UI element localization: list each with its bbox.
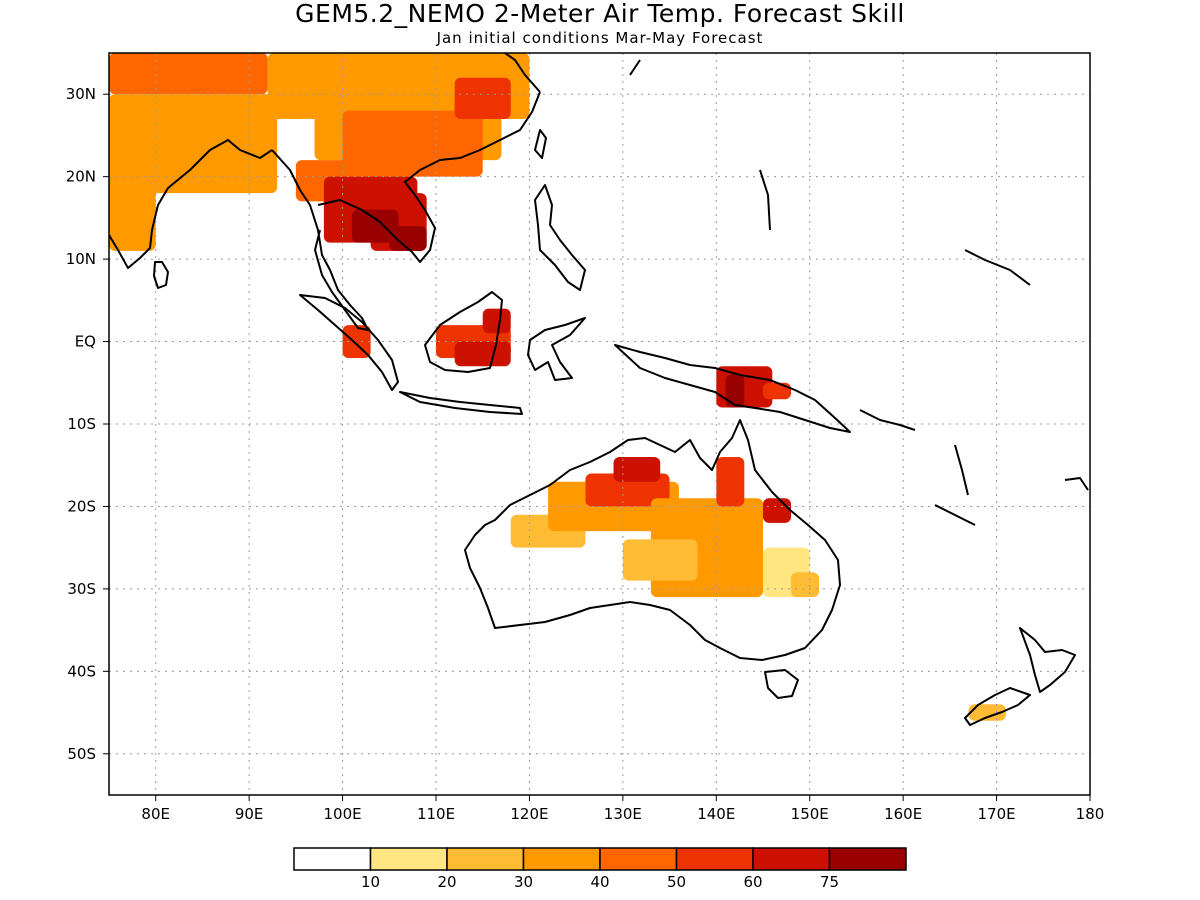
lat-tick-label: EQ [75,333,96,351]
coastline-borneo [424,291,503,373]
skill-region-6 [454,77,511,119]
skill-region-15 [482,308,511,334]
coastlines [109,53,1089,726]
skill-region-24 [716,456,745,507]
skill-region-17 [725,374,745,408]
lon-tick-label: 130E [604,805,642,823]
lon-tick-label: 150E [791,805,829,823]
skill-region-2 [109,168,156,251]
lon-tick-label: 100E [324,805,362,823]
lon-tick-label: 110E [417,805,455,823]
coastline-nz-north [1019,627,1076,693]
colorbar-swatch [675,847,754,871]
lon-tick-label: 90E [235,805,264,823]
colorbar-label: 60 [743,873,762,891]
colorbar-label: 50 [667,873,686,891]
skill-shading [109,53,1006,721]
skill-region-18 [763,382,792,400]
map-title: GEM5.2_NEMO 2-Meter Air Temp. Forecast S… [295,0,905,28]
coastline-nz-south [964,687,1031,726]
lon-tick-label: 160E [884,805,922,823]
coastline-new-guinea [614,344,851,433]
coastline-tasmania [764,669,799,699]
skill-region-25 [763,498,792,523]
colorbar-swatch [599,847,678,871]
coastline-india [109,139,273,269]
lat-tick-label: 20N [66,168,96,186]
lon-tick-label: 80E [141,805,170,823]
lon-tick-label: 180 [1076,805,1105,823]
coastline-sumatra [299,294,399,391]
coastline-java [399,391,523,415]
skill-region-11 [389,226,427,251]
lon-tick-label: 140E [697,805,735,823]
colorbar-swatch [369,847,448,871]
coastline-pacific-islands [629,59,1089,526]
lat-tick-label: 40S [67,662,96,680]
coastline-sulawesi [527,317,586,381]
coastline-sri-lanka [153,261,169,289]
skill-region-14 [454,341,511,367]
colorbar-label: 75 [820,873,839,891]
coastline-philippines [534,184,586,291]
lat-tick-label: 20S [67,497,96,515]
colorbar-swatch [293,847,372,871]
colorbar-label: 40 [590,873,609,891]
lat-tick-label: 30N [66,85,96,103]
map-subtitle: Jan initial conditions Mar-May Forecast [436,29,764,47]
skill-region-0 [109,53,268,95]
coastline-indochina [271,91,541,331]
lat-tick-label: 10N [66,250,96,268]
lat-tick-label: 10S [67,415,96,433]
skill-region-1 [109,94,278,194]
colorbar-swatch [446,847,525,871]
coastline-china [504,53,541,93]
colorbar-label: 20 [437,873,456,891]
lon-tick-label: 120E [510,805,548,823]
lat-tick-label: 30S [67,580,96,598]
colorbar: 10 20 30 40 50 60 75 [293,847,907,891]
colorbar-swatch [522,847,601,871]
colorbar-label: 10 [361,873,380,891]
lat-tick-label: 50S [67,745,96,763]
lon-tick-label: 170E [978,805,1016,823]
gridlines [109,53,1090,795]
skill-region-22 [613,456,661,482]
skill-region-29 [968,704,1006,721]
skill-region-26 [622,539,698,581]
skill-region-10 [351,209,399,243]
axis-ticks: 80E 90E 100E 110E 120E 130E 140E 150E 160E 170E 18… [66,85,1105,823]
coastline-australia [464,419,841,661]
colorbar-swatch [752,847,831,871]
coastline-taiwan [534,129,547,159]
colorbar-label: 30 [514,873,533,891]
skill-region-28 [791,572,820,598]
colorbar-swatch [828,847,907,871]
